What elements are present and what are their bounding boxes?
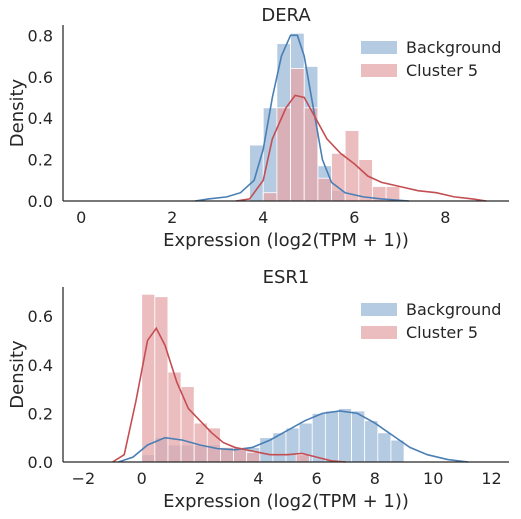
legend-swatch-background	[361, 41, 397, 54]
y-tick-label: 0.0	[28, 453, 53, 472]
chart-title: ESR1	[263, 267, 310, 288]
hist-bar	[291, 68, 305, 201]
hist-bar	[318, 178, 332, 201]
y-tick-label: 0.6	[28, 307, 53, 326]
chart-title: DERA	[261, 5, 311, 26]
x-tick-label: 10	[423, 469, 443, 488]
legend-label-background: Background	[406, 38, 501, 57]
y-tick-label: 0.2	[28, 404, 53, 423]
hist-bar	[391, 440, 404, 462]
hist-bar	[194, 423, 207, 462]
hist-bar	[277, 108, 291, 201]
hist-bar	[312, 413, 325, 462]
x-tick-label: 0	[76, 208, 86, 227]
x-tick-label: 6	[349, 208, 359, 227]
legend: Background Cluster 5	[361, 300, 501, 342]
y-tick-label: 0.8	[28, 26, 53, 45]
x-tick-label: 4	[258, 208, 268, 227]
hist-bar	[332, 153, 346, 201]
y-tick-label: 0.0	[28, 192, 53, 211]
y-axis-label: Density	[7, 78, 28, 147]
x-tick-label: 2	[195, 469, 205, 488]
legend: Background Cluster 5	[361, 38, 501, 80]
hist-bar	[325, 411, 338, 462]
x-tick-label: 2	[167, 208, 177, 227]
panel-1: 0 2 4 6 8 0.0 0.2 0.4 0.6 0.8 DERA Expression (log2…	[7, 5, 509, 251]
y-tick-label: 0.2	[28, 151, 53, 170]
hist-bar	[296, 455, 309, 462]
x-axis-label: Expression (log2(TPM + 1))	[163, 491, 409, 512]
y-tick-label: 0.4	[28, 109, 53, 128]
hist-bar	[207, 428, 220, 462]
hist-bar	[365, 421, 378, 462]
x-tick-label: −2	[72, 469, 96, 488]
y-tick-label: 0.6	[28, 68, 53, 87]
x-tick-label: 6	[312, 469, 322, 488]
x-tick-label: 4	[253, 469, 263, 488]
legend-label-cluster: Cluster 5	[406, 61, 478, 80]
legend-swatch-cluster	[361, 326, 397, 339]
panel-2: −2 0 2 4 6 8 10 12 0.0 0.2 0.4 0.6 ESR1 Expression (l…	[7, 267, 509, 512]
legend-swatch-cluster	[361, 64, 397, 77]
x-tick-label: 0	[137, 469, 147, 488]
hist-bar	[352, 411, 365, 462]
x-axis-label: Expression (log2(TPM + 1))	[163, 230, 409, 251]
hist-bar	[338, 409, 351, 462]
hist-bar	[263, 108, 277, 201]
x-tick-label: 8	[440, 208, 450, 227]
hist-bar	[378, 433, 391, 462]
x-tick-label: 8	[370, 469, 380, 488]
y-tick-label: 0.4	[28, 356, 53, 375]
legend-label-background: Background	[406, 300, 501, 319]
hist-bar	[263, 193, 277, 201]
hist-bar	[142, 294, 155, 462]
y-axis-label: Density	[7, 340, 28, 409]
hist-bar	[359, 160, 373, 201]
hist-bar	[247, 452, 260, 462]
legend-label-cluster: Cluster 5	[406, 323, 478, 342]
legend-swatch-background	[361, 303, 397, 316]
x-tick-label: 12	[481, 469, 501, 488]
